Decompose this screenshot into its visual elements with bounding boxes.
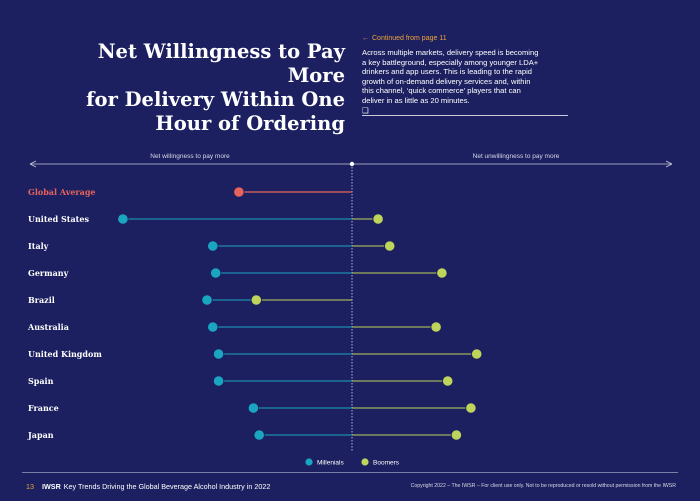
brand-logo: IWSR [42,482,61,491]
boomers-dot [442,375,454,387]
intro-paragraph: Across multiple markets, delivery speed … [362,48,570,115]
millennials-dot [201,294,213,306]
footer-left: 13 IWSR Key Trends Driving the Global Beve… [26,482,270,491]
millennials-dot [247,402,259,414]
millennials-dot [207,240,219,252]
boomers-dot [471,348,483,360]
legend-millennials-label: Millenials [317,459,344,466]
boomers-dot [430,321,442,333]
millennials-dot [213,348,225,360]
intro-line: a key battleground, especially among you… [362,57,539,67]
category-label: Global Average [28,187,96,197]
millennials-dot [213,375,225,387]
category-label: Spain [28,376,54,386]
legend-millennials-swatch [305,458,313,466]
global-average-dot [233,186,245,198]
intro-line-text: deliver in as little as 20 minutes. [362,95,470,105]
boomers-dot [465,402,477,414]
axis-arrow-left-icon [29,160,37,168]
millennials-dot [207,321,219,333]
category-label: United Kingdom [28,349,102,359]
page-title: Net Willingness to Pay More for Delivery… [60,40,345,136]
report-title: Key Trends Driving the Global Beverage A… [63,482,271,491]
title-line-3: Hour of Ordering [155,112,345,135]
title-line-1: Net Willingness to Pay More [97,40,345,87]
continued-link[interactable]: ← Continued from page 11 [362,35,447,42]
category-label: Brazil [28,295,55,305]
intro-line: drinkers and app users. This is leading … [362,67,532,77]
category-label: United States [28,214,89,224]
intro-line: Across multiple markets, delivery speed … [362,48,539,57]
boomers-dot [450,429,462,441]
page-number: 13 [26,482,34,491]
end-square-icon: ❑ [362,105,369,115]
category-label: Italy [28,241,49,251]
boomers-dot [372,213,384,225]
intro-line: deliver in as little as 20 minutes. ❑ [362,96,570,115]
category-label: France [28,403,59,413]
continued-label: Continued from page 11 [372,35,447,42]
left-axis-label: Net willingness to pay more [150,153,230,160]
copyright-notice: Copyright 2022 – The IWSR – For client u… [410,483,676,489]
legend-boomers-label: Boomers [373,459,400,466]
millennials-dot [253,429,265,441]
millennials-dot [210,267,222,279]
footer-divider [22,472,678,473]
intro-line: growth of on-demand delivery services an… [362,76,531,86]
category-label: Germany [28,268,69,278]
category-label: Japan [27,430,54,440]
intro-divider [362,115,568,116]
dumbbell-chart: Net willingness to pay more Net unwilling… [27,153,673,466]
arrow-left-icon: ← [362,35,369,42]
millennials-dot [117,213,129,225]
title-line-2: for Delivery Within One [86,88,345,111]
axis-arrow-right-icon [665,160,673,168]
right-axis-label: Net unwillingness to pay more [473,153,560,160]
boomers-dot [250,294,262,306]
boomers-dot [384,240,396,252]
legend-boomers-swatch [361,458,369,466]
boomers-dot [436,267,448,279]
intro-line: this channel, ‘quick commerce’ players t… [362,86,521,96]
category-label: Australia [27,322,69,332]
